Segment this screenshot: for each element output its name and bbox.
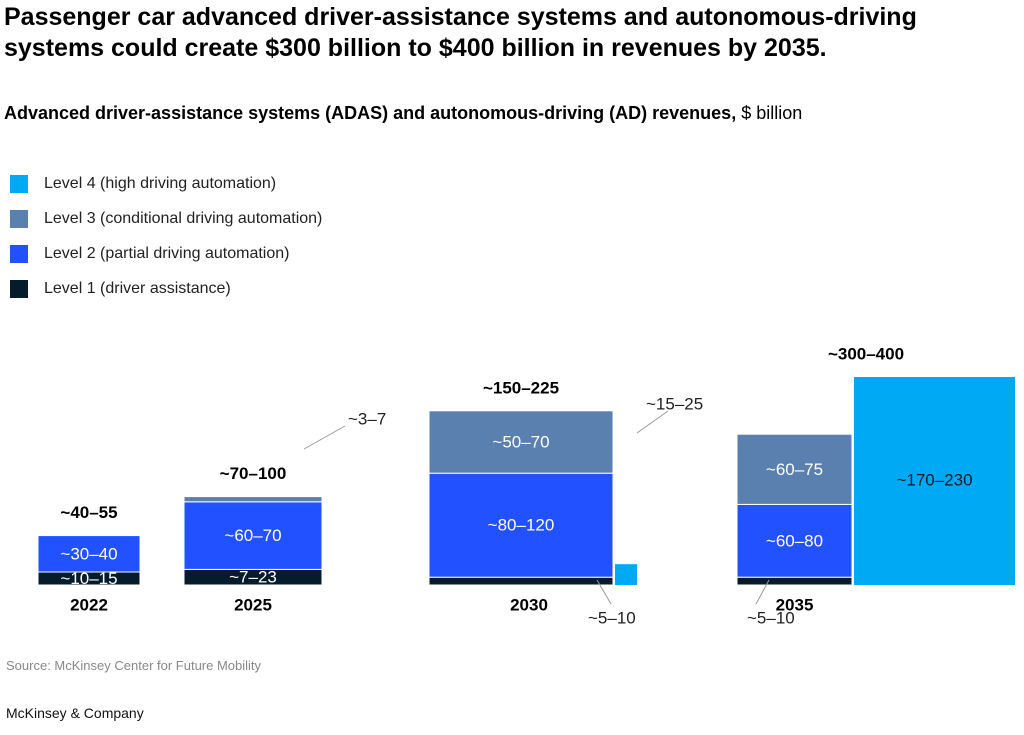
bar-2022-level-2 [37,535,141,573]
legend-label-level-1: Level 1 (driver assistance) [44,279,231,297]
source-note: Source: McKinsey Center for Future Mobil… [6,658,262,673]
bar-2030-level-3 [428,410,614,474]
legend-item-level-1: Level 1 (driver assistance) [10,271,322,306]
data-label-2022-level-1: ~10–15 [60,569,117,588]
legend-label-level-4: Level 4 (high driving automation) [44,174,277,192]
legend-item-level-3: Level 3 (conditional driving automation) [10,201,322,236]
data-label-2030-level-4: ~15–25 [646,394,703,413]
bar-2030-level-4 [615,564,637,585]
legend-label-level-3: Level 3 (conditional driving automation) [44,209,323,227]
x-tick-label-2035: 2035 [776,595,814,614]
data-label-2025-level-1: ~7–23 [229,568,277,587]
data-label-2030-level-3: ~50–70 [492,432,549,451]
legend: Level 4 (high driving automation) Level … [10,166,322,306]
title-line-2: systems could create $300 billion to $40… [4,34,827,62]
data-label-2022-level-2: ~30–40 [60,544,117,563]
legend-item-level-2: Level 2 (partial driving automation) [10,236,322,271]
bar-2035-level-4 [854,377,1015,585]
legend-swatch-level-3 [10,209,28,228]
brand-logo-text: McKinsey & Company [6,705,144,721]
x-tick-label-2030: 2030 [510,595,548,614]
data-label-2025-level-2: ~60–70 [224,526,281,545]
chart-subtitle: Advanced driver-assistance systems (ADAS… [4,103,802,124]
legend-swatch-level-2 [10,244,28,263]
data-label-2035-level-1: ~5–10 [747,608,795,627]
bar-2035-level-2 [736,503,853,578]
leader-line-2030-level-4 [636,410,669,434]
bar-2025-level-3 [183,496,323,503]
data-label-2035-level-4: ~170–230 [896,470,972,489]
total-label-2035: ~300–400 [828,344,904,363]
data-label-2025-level-3: ~3–7 [348,409,386,428]
subtitle-unit: $ billion [736,103,803,123]
data-label-2030-level-1: ~5–10 [588,608,636,627]
chart-title: Passenger car advanced driver-assistance… [4,2,1014,64]
leader-line-2025-level-3 [303,425,346,450]
total-label-2025: ~70–100 [220,464,287,483]
total-label-2030: ~150–225 [483,378,559,397]
title-line-1: Passenger car advanced driver-assistance… [4,3,917,31]
x-tick-label-2022: 2022 [70,595,108,614]
data-label-2035-level-2: ~60–80 [766,531,823,550]
leader-line-2030-level-1 [596,579,612,605]
leader-line-2035-level-1 [755,579,770,605]
legend-label-level-2: Level 2 (partial driving automation) [44,244,290,262]
x-tick-label-2025: 2025 [234,595,272,614]
data-label-2035-level-3: ~60–75 [766,460,823,479]
total-label-2022: ~40–55 [60,503,117,522]
legend-swatch-level-4 [10,174,28,193]
subtitle-text: Advanced driver-assistance systems (ADAS… [4,103,737,123]
legend-item-level-4: Level 4 (high driving automation) [10,166,322,201]
bar-2030-level-1 [428,576,614,586]
data-label-2030-level-2: ~80–120 [488,516,555,535]
bar-2035-level-1 [736,576,853,586]
bar-2035-level-3 [736,433,853,505]
bar-2025-level-2 [183,501,323,570]
legend-swatch-level-1 [10,279,28,298]
bar-2030-level-2 [428,472,614,578]
